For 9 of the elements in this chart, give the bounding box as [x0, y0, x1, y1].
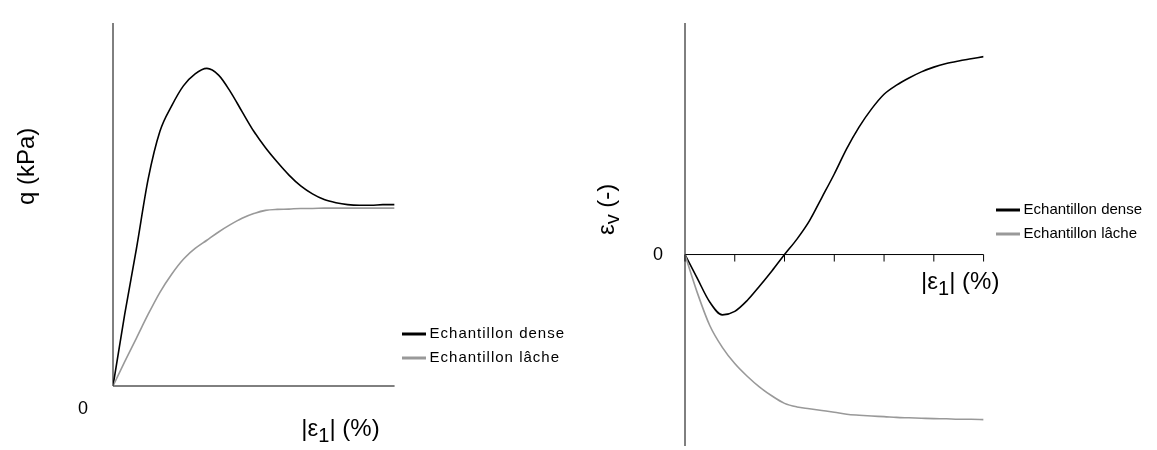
text: 0: [653, 243, 664, 265]
x-axis-title: |ε$_{1}$| (%): [300, 414, 381, 447]
text: 0: [78, 398, 89, 419]
y-axis-title: q (kPa): [12, 127, 39, 205]
legend-label: Echantillon lâche: [1023, 223, 1137, 241]
legend-label: Echantillon dense: [1023, 199, 1142, 217]
x-axis-title: |ε$_{1}$| (%): [920, 266, 1001, 300]
legend-label: Echantillon dense: [429, 323, 565, 341]
legend-label: Echantillon lâche: [429, 347, 560, 365]
